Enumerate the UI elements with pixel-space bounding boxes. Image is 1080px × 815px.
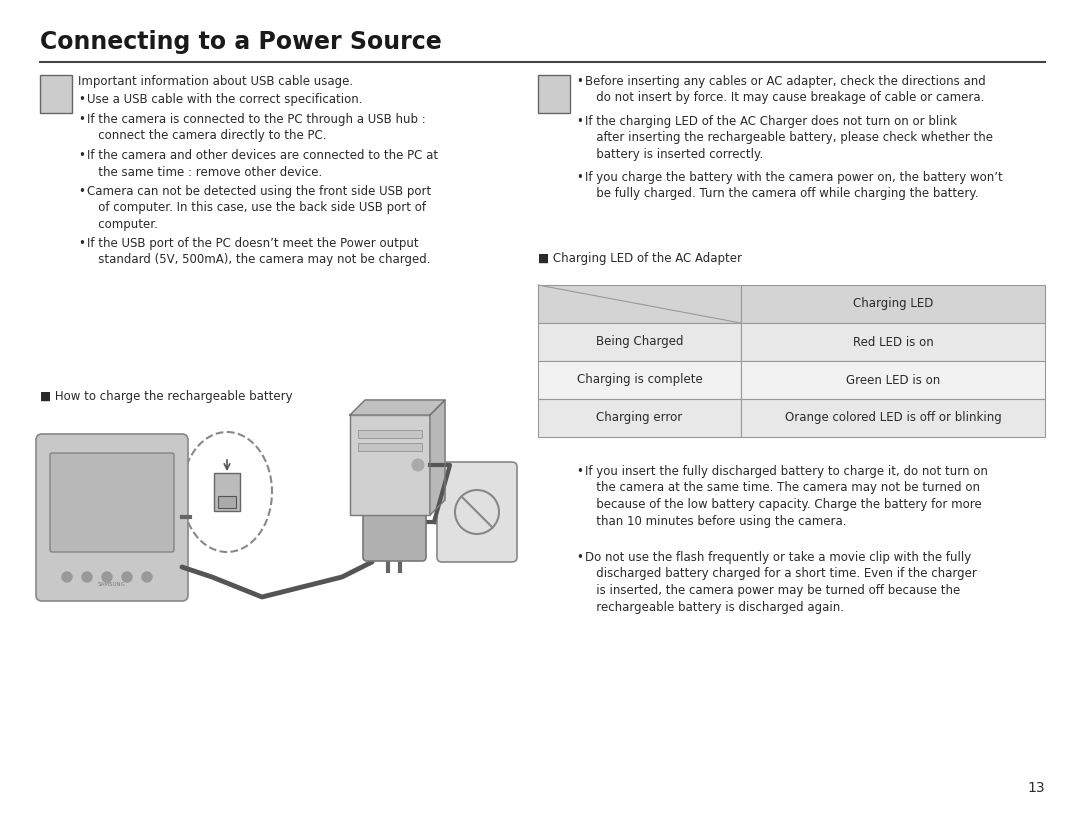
Text: Before inserting any cables or AC adapter, check the directions and
   do not in: Before inserting any cables or AC adapte… (585, 75, 986, 104)
Text: If the charging LED of the AC Charger does not turn on or blink
   after inserti: If the charging LED of the AC Charger do… (585, 115, 993, 161)
Circle shape (82, 572, 92, 582)
Text: Green LED is on: Green LED is on (846, 373, 940, 386)
Text: •: • (576, 115, 583, 128)
Text: Red LED is on: Red LED is on (852, 336, 933, 349)
FancyBboxPatch shape (363, 483, 426, 561)
FancyBboxPatch shape (538, 361, 741, 399)
FancyBboxPatch shape (437, 462, 517, 562)
Text: •: • (78, 237, 85, 250)
Text: If the camera is connected to the PC through a USB hub :
   connect the camera d: If the camera is connected to the PC thr… (87, 113, 426, 143)
Circle shape (102, 572, 112, 582)
FancyBboxPatch shape (538, 75, 570, 113)
Text: 13: 13 (1027, 781, 1045, 795)
Text: Being Charged: Being Charged (596, 336, 684, 349)
FancyBboxPatch shape (50, 453, 174, 552)
Text: If you insert the fully discharged battery to charge it, do not turn on
   the c: If you insert the fully discharged batte… (585, 465, 988, 527)
Text: •: • (78, 93, 85, 106)
Text: ■ How to charge the rechargeable battery: ■ How to charge the rechargeable battery (40, 390, 293, 403)
Text: ■ Charging LED of the AC Adapter: ■ Charging LED of the AC Adapter (538, 252, 742, 265)
FancyBboxPatch shape (357, 443, 422, 451)
FancyBboxPatch shape (214, 473, 240, 511)
Text: •: • (576, 551, 583, 564)
Polygon shape (350, 400, 445, 415)
Circle shape (141, 572, 152, 582)
Text: Orange colored LED is off or blinking: Orange colored LED is off or blinking (784, 412, 1001, 425)
FancyBboxPatch shape (538, 323, 741, 361)
Text: Use a USB cable with the correct specification.: Use a USB cable with the correct specifi… (87, 93, 363, 106)
Text: •: • (78, 149, 85, 162)
Text: Charging error: Charging error (596, 412, 683, 425)
FancyBboxPatch shape (357, 430, 422, 438)
FancyBboxPatch shape (741, 323, 1045, 361)
Text: Charging LED: Charging LED (853, 297, 933, 311)
Text: SAMSUNG: SAMSUNG (98, 582, 126, 587)
FancyBboxPatch shape (40, 75, 72, 113)
FancyBboxPatch shape (538, 285, 741, 323)
Text: •: • (576, 171, 583, 184)
FancyBboxPatch shape (741, 399, 1045, 437)
Text: Important information about USB cable usage.: Important information about USB cable us… (78, 75, 353, 88)
Circle shape (122, 572, 132, 582)
FancyBboxPatch shape (538, 399, 741, 437)
Polygon shape (430, 400, 445, 515)
Text: •: • (576, 465, 583, 478)
Text: •: • (78, 113, 85, 126)
FancyBboxPatch shape (741, 361, 1045, 399)
FancyBboxPatch shape (350, 415, 430, 515)
Text: Connecting to a Power Source: Connecting to a Power Source (40, 30, 442, 54)
Circle shape (411, 459, 424, 471)
Text: If the camera and other devices are connected to the PC at
   the same time : re: If the camera and other devices are conn… (87, 149, 438, 178)
Text: Do not use the flash frequently or take a movie clip with the fully
   discharge: Do not use the flash frequently or take … (585, 551, 977, 614)
Text: Camera can not be detected using the front side USB port
   of computer. In this: Camera can not be detected using the fro… (87, 185, 431, 231)
Text: If the USB port of the PC doesn’t meet the Power output
   standard (5V, 500mA),: If the USB port of the PC doesn’t meet t… (87, 237, 431, 267)
Text: •: • (576, 75, 583, 88)
FancyBboxPatch shape (218, 496, 237, 508)
Circle shape (62, 572, 72, 582)
FancyBboxPatch shape (36, 434, 188, 601)
FancyBboxPatch shape (741, 285, 1045, 323)
Text: If you charge the battery with the camera power on, the battery won’t
   be full: If you charge the battery with the camer… (585, 171, 1002, 200)
Text: •: • (78, 185, 85, 198)
Text: Charging is complete: Charging is complete (577, 373, 702, 386)
